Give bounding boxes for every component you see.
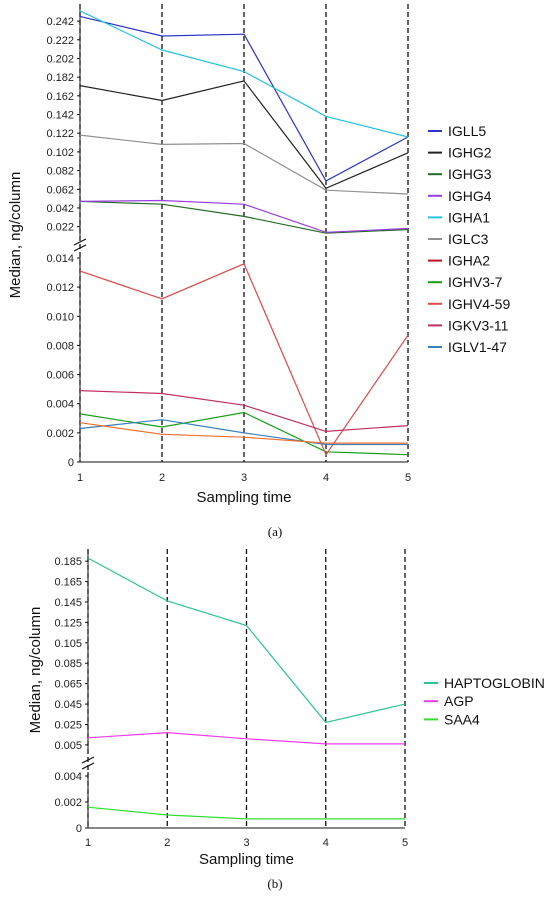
y-tick-label-lower: 0.002 <box>54 797 82 809</box>
y-tick-label-upper: 0.082 <box>46 166 74 178</box>
y-tick-label-upper: 0.242 <box>46 16 74 28</box>
y-tick-label-lower: 0.012 <box>46 282 74 294</box>
series-line-igll5 <box>79 15 409 182</box>
series-line-saa4 <box>87 806 405 820</box>
legend-entry-ighv4-59: IGHV4-59 <box>448 296 510 312</box>
x-tick-label: 1 <box>77 472 83 484</box>
series-line-ighg3 <box>79 200 409 234</box>
y-tick-label-lower: 0.010 <box>46 311 74 323</box>
legend-entry-igkv3-11: IGKV3-11 <box>448 317 509 333</box>
y-tick-label-upper: 0.142 <box>46 110 74 122</box>
legend-entry-ighv3-7: IGHV3-7 <box>448 274 503 290</box>
y-tick-label-lower: 0.006 <box>46 370 74 382</box>
x-tick-label: 3 <box>241 472 247 484</box>
legend-entry-haptoglobin: HAPTOGLOBIN <box>444 675 545 691</box>
y-tick-label-upper: 0.022 <box>46 222 74 234</box>
y-tick-label-upper: 0.165 <box>54 577 82 589</box>
series-line-agp <box>87 731 405 745</box>
y-tick-label-upper: 0.145 <box>54 597 82 609</box>
legend-entry-agp: AGP <box>444 693 474 709</box>
axis-break-mark-0 <box>73 238 87 246</box>
y-tick-label-upper: 0.185 <box>54 556 82 568</box>
y-tick-label-upper: 0.162 <box>46 91 74 103</box>
legend-entry-ighg4: IGHG4 <box>448 188 492 204</box>
y-tick-label-upper: 0.042 <box>46 203 74 215</box>
axis-break-mark-1 <box>81 762 95 770</box>
x-tick-label: 2 <box>159 472 165 484</box>
series-line-ighg2 <box>79 80 409 190</box>
series-line-ighv4-59 <box>79 263 409 456</box>
legend-entry-ighg2: IGHG2 <box>448 145 492 161</box>
x-tick-label: 3 <box>243 837 249 849</box>
x-tick-label: 5 <box>405 472 411 484</box>
series-line-unlabeled-11 <box>79 422 408 444</box>
legend-entry-igha2: IGHA2 <box>448 253 490 269</box>
x-tick-label: 4 <box>323 472 329 484</box>
y-tick-label-upper: 0.065 <box>54 679 82 691</box>
legend-entry-igha1: IGHA1 <box>448 209 490 225</box>
series-line-igkv3-11 <box>79 390 409 433</box>
y-tick-label-upper: 0.045 <box>54 699 82 711</box>
panel-a-chart: 0.022 0.042 0.062 0.082 0.102 0.122 0.142 0.162… <box>7 4 510 539</box>
series-line-ighg4 <box>79 199 409 233</box>
x-tick-label: 1 <box>85 837 91 849</box>
y-tick-label-lower: 0 <box>68 457 74 469</box>
x-axis-title: Sampling time <box>199 851 294 868</box>
y-tick-label-upper: 0.122 <box>46 128 74 140</box>
axis-break-mark-0 <box>81 756 95 764</box>
x-tick-label: 5 <box>402 837 408 849</box>
series-line-iglc3 <box>79 134 409 195</box>
legend-entry-ighg3: IGHG3 <box>448 166 492 182</box>
legend-entry-iglv1-47: IGLV1-47 <box>448 339 507 355</box>
axis-break-mark-1 <box>73 244 87 252</box>
x-axis-title: Sampling time <box>196 489 291 506</box>
panel-b-chart: 0.005 0.025 0.045 0.065 0.085 0.105 0.125 0.145… <box>27 549 545 891</box>
legend-entry-iglc3: IGLC3 <box>448 231 489 247</box>
y-tick-label-upper: 0.182 <box>46 72 74 84</box>
legend-entry-saa4: SAA4 <box>444 711 480 727</box>
panel-label: (a) <box>268 524 282 539</box>
y-axis-title: Median, ng/column <box>7 172 24 299</box>
y-tick-label-lower: 0.008 <box>46 340 74 352</box>
legend-entry-igll5: IGLL5 <box>448 123 486 139</box>
y-tick-label-upper: 0.222 <box>46 35 74 47</box>
panel-label: (b) <box>267 876 282 891</box>
x-tick-label: 2 <box>164 837 170 849</box>
series-line-igha1 <box>79 10 409 138</box>
y-tick-label-lower: 0.004 <box>54 771 82 783</box>
y-tick-label-lower: 0.004 <box>46 399 74 411</box>
y-tick-label-lower: 0 <box>76 823 82 835</box>
y-tick-label-upper: 0.125 <box>54 617 82 629</box>
y-tick-label-upper: 0.085 <box>54 658 82 670</box>
y-tick-label-upper: 0.105 <box>54 638 82 650</box>
series-line-iglv1-47 <box>79 419 408 446</box>
y-tick-label-upper: 0.202 <box>46 53 74 65</box>
y-tick-label-upper: 0.005 <box>54 740 82 752</box>
y-tick-label-upper: 0.062 <box>46 184 74 196</box>
x-tick-label: 4 <box>323 837 329 849</box>
y-tick-label-lower: 0.002 <box>46 428 74 440</box>
series-line-haptoglobin <box>87 557 406 724</box>
y-axis-title: Median, ng/column <box>27 607 44 734</box>
y-tick-label-lower: 0.014 <box>46 253 74 265</box>
y-tick-label-upper: 0.102 <box>46 147 74 159</box>
y-tick-label-upper: 0.025 <box>54 719 82 731</box>
